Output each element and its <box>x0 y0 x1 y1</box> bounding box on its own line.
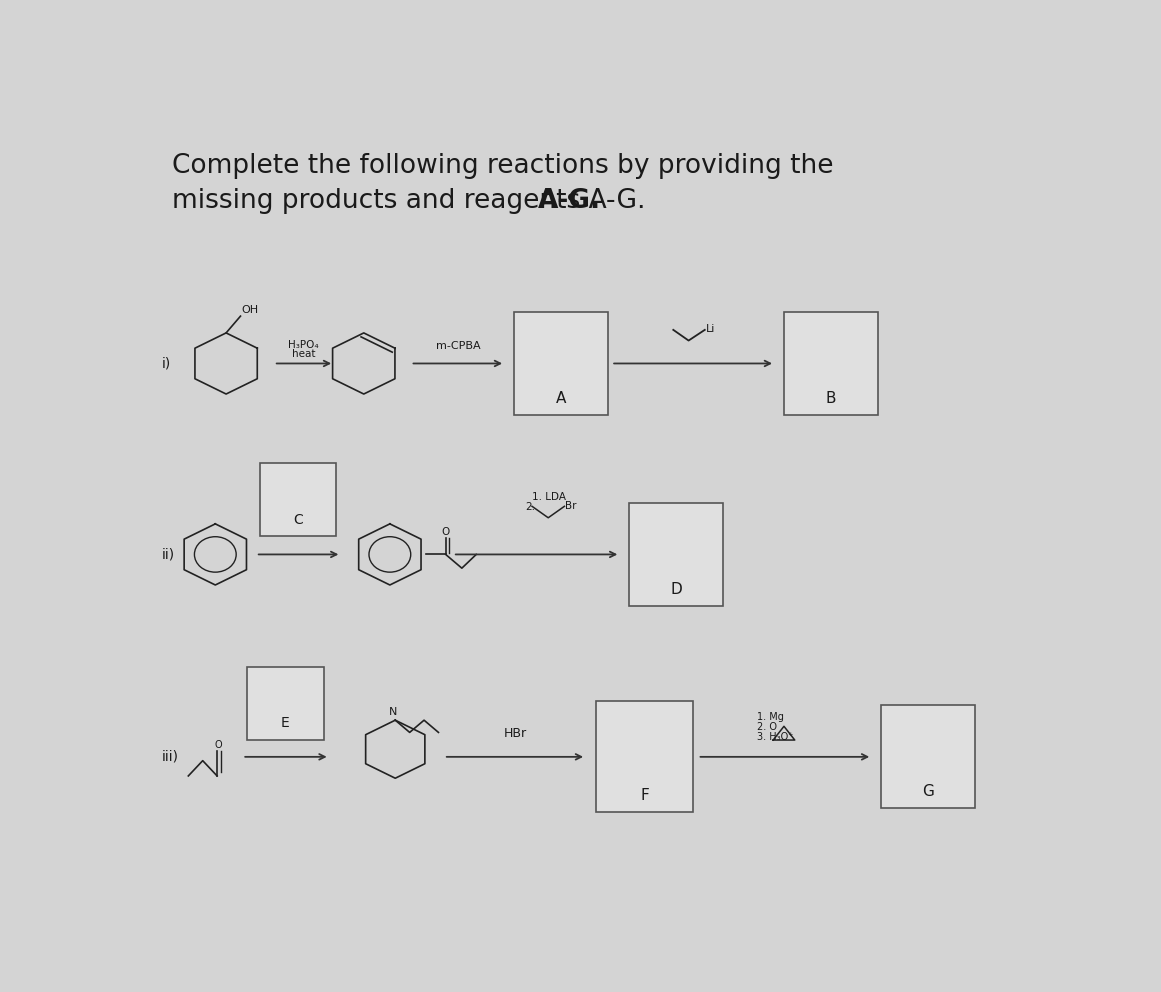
Bar <box>596 701 693 812</box>
Text: A: A <box>556 391 567 406</box>
Text: B: B <box>825 391 836 406</box>
Text: 3. H₃O⁺: 3. H₃O⁺ <box>757 732 793 742</box>
Text: heat: heat <box>291 349 316 359</box>
Text: G: G <box>922 785 933 800</box>
Bar <box>881 705 975 808</box>
Text: Complete the following reactions by providing the: Complete the following reactions by prov… <box>172 154 834 180</box>
Text: missing products and reagents A-G.: missing products and reagents A-G. <box>172 187 646 214</box>
Text: A-G.: A-G. <box>538 187 600 214</box>
Text: 1. Mg: 1. Mg <box>757 712 784 722</box>
Text: C: C <box>294 513 303 527</box>
Text: 2.: 2. <box>526 502 535 512</box>
Text: iii): iii) <box>161 750 179 764</box>
Text: m-CPBA: m-CPBA <box>435 341 481 351</box>
Bar <box>260 463 337 536</box>
Bar <box>784 311 878 415</box>
Text: D: D <box>670 582 682 597</box>
Text: 1. LDA: 1. LDA <box>532 492 567 503</box>
Text: 2. O: 2. O <box>757 722 777 732</box>
Text: F: F <box>640 788 649 804</box>
Bar <box>513 311 608 415</box>
Bar <box>247 667 324 740</box>
Text: OH: OH <box>241 305 259 314</box>
Text: i): i) <box>161 356 171 370</box>
Text: N: N <box>389 707 397 717</box>
Text: H₃PO₄: H₃PO₄ <box>288 339 319 350</box>
Text: O: O <box>214 740 222 750</box>
Bar <box>629 503 723 606</box>
Text: HBr: HBr <box>504 727 526 740</box>
Text: Li: Li <box>706 324 715 334</box>
Text: E: E <box>281 716 290 730</box>
Text: Br: Br <box>565 501 577 511</box>
Text: ii): ii) <box>161 548 174 561</box>
Text: O: O <box>441 527 449 537</box>
